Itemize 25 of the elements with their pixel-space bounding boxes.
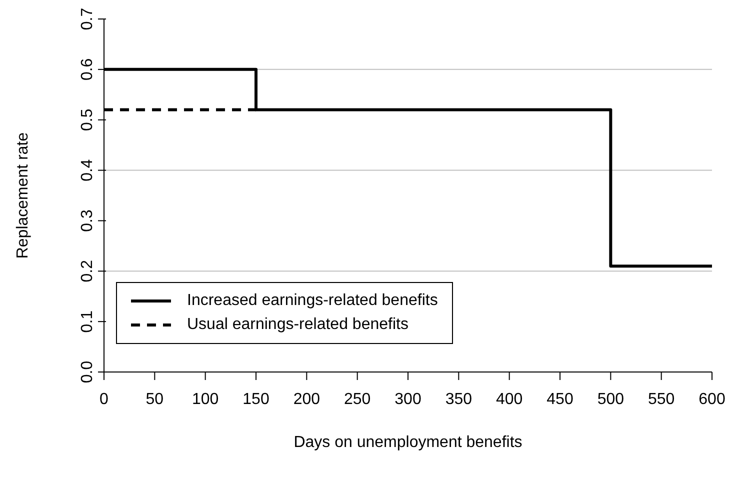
x-tick-label: 100 <box>192 391 219 408</box>
x-tick-label: 300 <box>394 391 422 408</box>
legend-label: Increased earnings-related benefits <box>187 292 438 310</box>
x-axis-title: Days on unemployment benefits <box>294 434 522 451</box>
x-tick-label: 550 <box>648 391 675 408</box>
y-tick-label: 0.2 <box>79 260 96 282</box>
y-tick-label: 0.3 <box>79 209 96 232</box>
y-tick-label: 0.5 <box>79 108 96 131</box>
x-tick-label: 200 <box>293 391 320 408</box>
x-tick-label: 350 <box>445 391 472 408</box>
y-tick-label: 0.6 <box>79 58 96 81</box>
x-tick-label: 600 <box>698 391 726 408</box>
legend-label: Usual earnings-related benefits <box>187 316 408 334</box>
y-tick-label: 0.4 <box>79 159 96 182</box>
x-tick-label: 150 <box>242 391 270 408</box>
x-tick-label: 0 <box>100 391 109 408</box>
x-tick-label: 400 <box>496 391 523 408</box>
y-tick-label: 0.7 <box>79 8 96 30</box>
y-tick-label: 0.0 <box>79 360 96 384</box>
y-tick-label: 0.1 <box>79 310 96 333</box>
y-axis-title: Replacement rate <box>14 132 32 259</box>
x-tick-label: 50 <box>146 391 164 408</box>
x-tick-label: 250 <box>344 391 371 408</box>
x-tick-label: 500 <box>597 391 624 408</box>
x-tick-label: 450 <box>546 391 574 408</box>
